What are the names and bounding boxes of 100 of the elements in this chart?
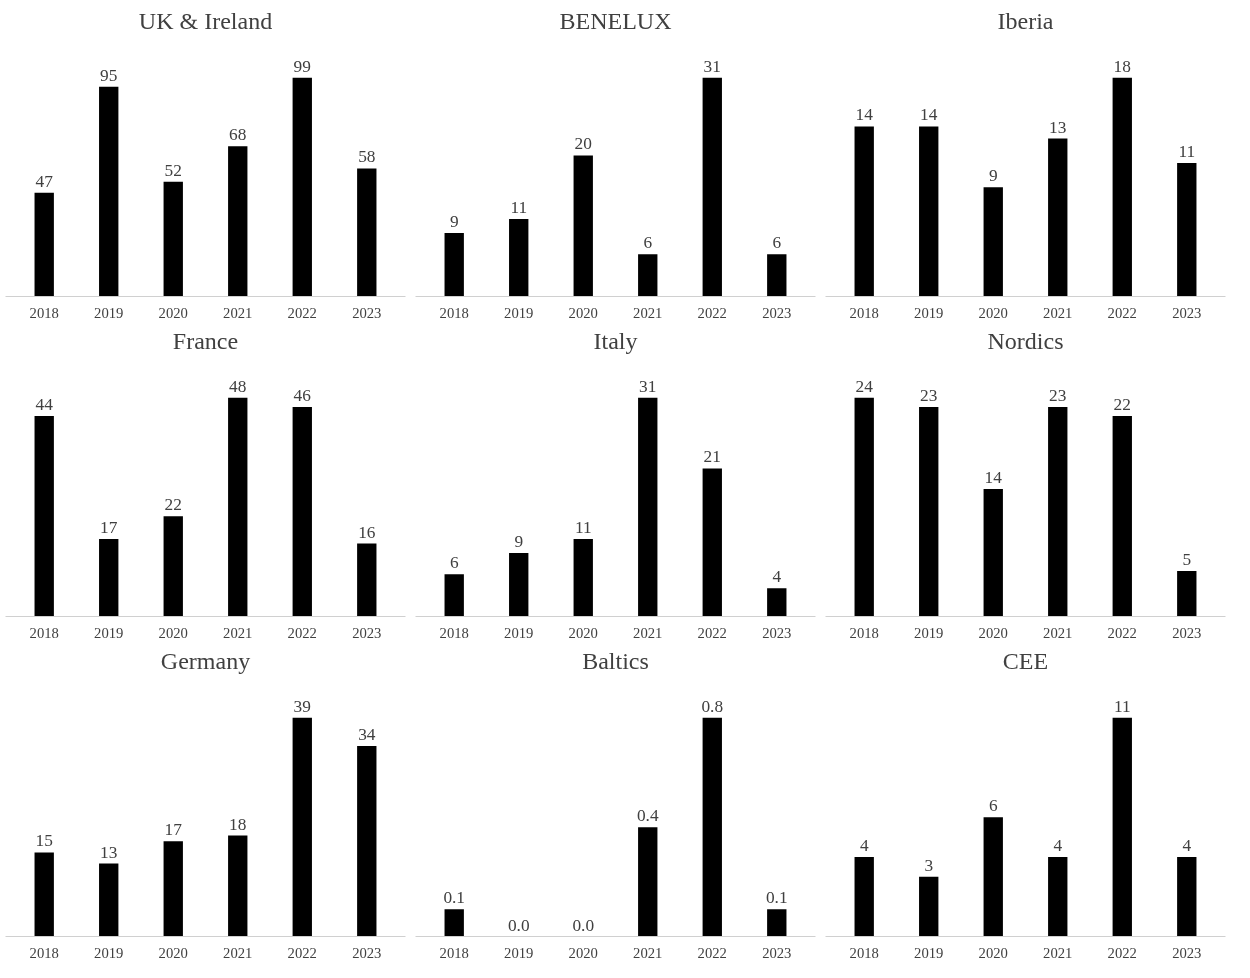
- x-tick-label: 2019: [504, 944, 534, 961]
- x-tick-label: 2018: [849, 304, 879, 321]
- data-label: 4: [1182, 835, 1192, 855]
- data-label: 18: [1113, 56, 1131, 76]
- x-tick-label: 2021: [633, 304, 663, 321]
- data-label: 9: [988, 166, 998, 186]
- data-label: 11: [1113, 696, 1131, 716]
- data-label: 5: [1182, 549, 1192, 569]
- x-tick-label: 2019: [94, 624, 124, 641]
- data-label: 15: [35, 831, 53, 851]
- chart-title: CEE: [1002, 647, 1049, 674]
- data-label: 6: [772, 233, 782, 253]
- x-tick-label: 2021: [1043, 944, 1073, 961]
- x-tick-label: 2018: [439, 944, 469, 961]
- data-label: 4: [1053, 835, 1063, 855]
- x-tick-label: 2021: [223, 944, 253, 961]
- x-tick-label: 2021: [223, 624, 253, 641]
- data-label: 0.4: [636, 806, 659, 826]
- chart-title: Nordics: [987, 327, 1064, 354]
- x-tick-label: 2018: [849, 944, 879, 961]
- x-tick-label: 2021: [633, 944, 663, 961]
- data-label: 0.0: [572, 915, 595, 935]
- data-label: 17: [164, 820, 183, 840]
- x-tick-label: 2021: [1043, 624, 1073, 641]
- x-tick-label: 2020: [978, 304, 1008, 321]
- data-label: 52: [164, 160, 182, 180]
- x-tick-label: 2022: [697, 304, 727, 321]
- data-label: 9: [449, 212, 459, 232]
- data-label: 39: [293, 696, 311, 716]
- x-tick-label: 2022: [1107, 304, 1137, 321]
- data-label: 14: [855, 105, 874, 125]
- chart-title: Italy: [593, 327, 638, 354]
- data-label: 6: [643, 233, 653, 253]
- chart-title: Germany: [160, 647, 251, 674]
- x-tick-label: 2022: [1107, 944, 1137, 961]
- data-label: 14: [984, 467, 1003, 487]
- data-label: 3: [924, 855, 934, 875]
- data-label: 31: [703, 56, 721, 76]
- x-tick-label: 2021: [633, 624, 663, 641]
- data-label: 34: [358, 724, 376, 744]
- data-label: 23: [920, 385, 938, 405]
- x-tick-label: 2023: [352, 944, 382, 961]
- x-tick-label: 2020: [568, 624, 598, 641]
- data-label: 4: [772, 567, 782, 587]
- x-tick-label: 2022: [1107, 624, 1137, 641]
- data-label: 16: [358, 522, 376, 542]
- data-label: 11: [1178, 141, 1196, 161]
- data-label: 18: [229, 814, 247, 834]
- x-tick-label: 2019: [504, 304, 534, 321]
- data-label: 31: [639, 376, 657, 396]
- x-tick-label: 2022: [287, 624, 317, 641]
- x-tick-label: 2022: [697, 944, 727, 961]
- data-label: 4: [859, 835, 869, 855]
- data-label: 46: [293, 385, 312, 405]
- x-tick-label: 2018: [29, 624, 59, 641]
- x-tick-label: 2020: [568, 304, 598, 321]
- x-tick-label: 2022: [287, 304, 317, 321]
- x-tick-label: 2019: [914, 944, 944, 961]
- x-tick-label: 2022: [697, 624, 727, 641]
- x-tick-label: 2023: [1172, 624, 1202, 641]
- chart-title: BENELUX: [559, 7, 672, 34]
- x-tick-label: 2023: [352, 304, 382, 321]
- x-tick-label: 2023: [1172, 304, 1202, 321]
- x-tick-label: 2020: [978, 944, 1008, 961]
- x-tick-label: 2023: [762, 304, 792, 321]
- data-label: 22: [164, 495, 182, 515]
- data-label: 14: [920, 105, 938, 125]
- x-tick-label: 2020: [568, 944, 598, 961]
- data-label: 0.0: [507, 915, 530, 935]
- x-tick-label: 2020: [158, 944, 188, 961]
- x-tick-label: 2020: [978, 624, 1008, 641]
- data-label: 21: [703, 447, 721, 467]
- data-label: 47: [35, 171, 54, 191]
- data-label: 6: [449, 553, 459, 573]
- x-tick-label: 2018: [849, 624, 879, 641]
- data-label: 24: [855, 376, 874, 396]
- data-label: 20: [574, 134, 592, 154]
- x-tick-label: 2018: [29, 304, 59, 321]
- x-tick-label: 2018: [439, 624, 469, 641]
- x-tick-label: 2019: [914, 304, 944, 321]
- data-label: 13: [100, 842, 118, 862]
- data-label: 44: [35, 395, 54, 415]
- x-tick-label: 2021: [1043, 304, 1073, 321]
- x-tick-label: 2018: [29, 944, 59, 961]
- x-tick-label: 2023: [1172, 944, 1202, 961]
- x-tick-label: 2023: [352, 624, 382, 641]
- data-label: 9: [514, 532, 524, 552]
- data-label: 68: [229, 125, 247, 145]
- data-label: 0.1: [765, 888, 788, 908]
- x-tick-label: 2019: [94, 304, 124, 321]
- chart-title: France: [172, 327, 239, 354]
- chart-title: Baltics: [582, 647, 649, 674]
- x-tick-label: 2019: [94, 944, 124, 961]
- data-label: 17: [100, 518, 118, 538]
- chart-title: UK & Ireland: [138, 7, 273, 34]
- data-label: 11: [510, 197, 528, 217]
- x-tick-label: 2020: [158, 304, 188, 321]
- data-label: 6: [988, 796, 998, 816]
- x-tick-label: 2020: [158, 624, 188, 641]
- x-tick-label: 2019: [914, 624, 944, 641]
